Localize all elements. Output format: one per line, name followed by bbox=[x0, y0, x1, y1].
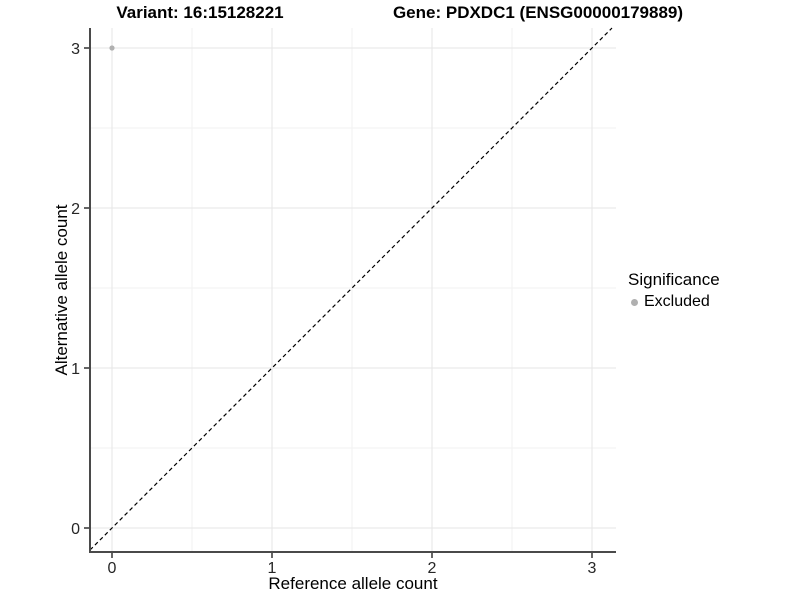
y-tick-label: 3 bbox=[71, 41, 80, 58]
data-point bbox=[109, 45, 115, 51]
legend-item-label: Excluded bbox=[644, 293, 710, 310]
legend: Significance Excluded bbox=[628, 270, 720, 311]
legend-title: Significance bbox=[628, 270, 720, 289]
legend-item-excluded: Excluded bbox=[628, 293, 720, 311]
identity-line bbox=[89, 27, 613, 551]
legend-point-icon bbox=[631, 298, 638, 306]
y-tick-label: 1 bbox=[71, 361, 80, 378]
y-tick-label: 2 bbox=[71, 201, 80, 218]
x-axis-title: Reference allele count bbox=[268, 574, 438, 593]
x-tick-label: 3 bbox=[588, 560, 597, 577]
x-tick-label: 2 bbox=[428, 560, 437, 577]
x-tick-label: 0 bbox=[108, 560, 117, 577]
variant-title: Variant: 16:15128221 bbox=[116, 3, 284, 22]
x-tick-label: 1 bbox=[268, 560, 277, 577]
y-tick-label: 0 bbox=[71, 521, 80, 538]
gene-title: Gene: PDXDC1 (ENSG00000179889) bbox=[392, 3, 684, 22]
